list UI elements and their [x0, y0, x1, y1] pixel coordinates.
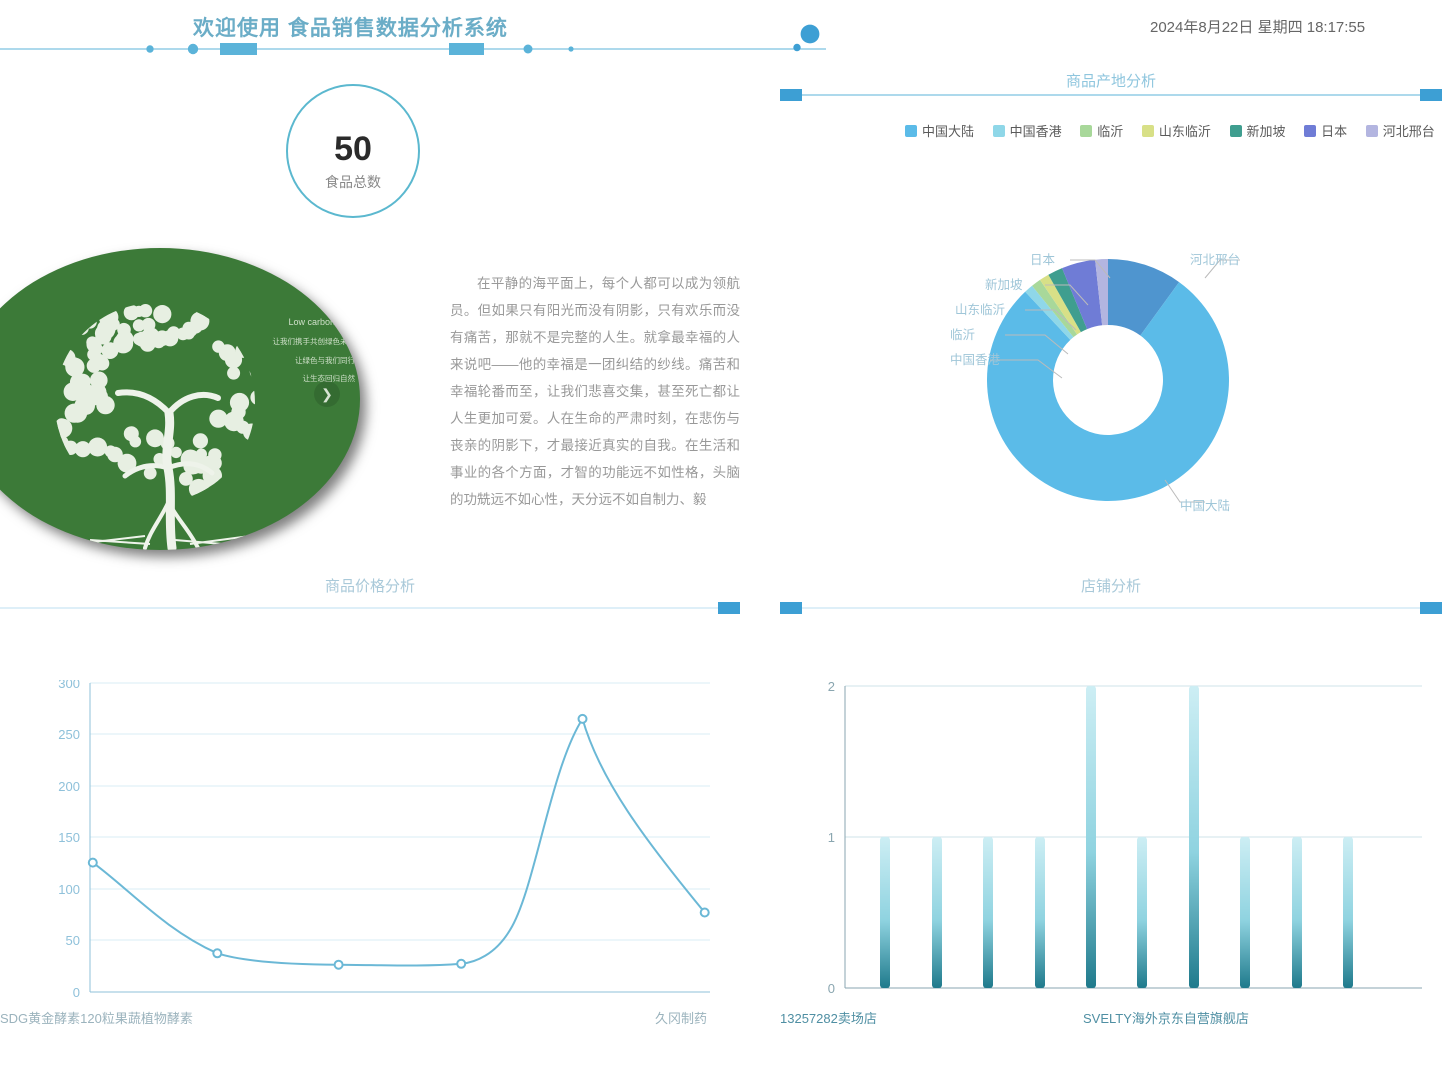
svg-text:山东临沂: 山东临沂 — [955, 303, 1005, 317]
svg-text:300: 300 — [58, 680, 80, 691]
svg-text:日本: 日本 — [1030, 253, 1056, 267]
svg-text:新加坡: 新加坡 — [985, 277, 1023, 292]
svg-text:50: 50 — [66, 933, 80, 948]
svg-text:中国大陆: 中国大陆 — [1180, 498, 1230, 513]
svg-text:0: 0 — [73, 985, 80, 1000]
svg-text:临沂: 临沂 — [950, 328, 975, 342]
svg-text:150: 150 — [58, 830, 80, 845]
svg-text:中国香港: 中国香港 — [950, 352, 1001, 367]
svg-text:河北邢台: 河北邢台 — [1190, 252, 1240, 267]
svg-text:2: 2 — [828, 680, 835, 694]
svg-text:200: 200 — [58, 779, 80, 794]
svg-text:250: 250 — [58, 727, 80, 742]
svg-text:1: 1 — [828, 830, 835, 845]
svg-text:0: 0 — [828, 981, 835, 996]
svg-text:100: 100 — [58, 882, 80, 897]
